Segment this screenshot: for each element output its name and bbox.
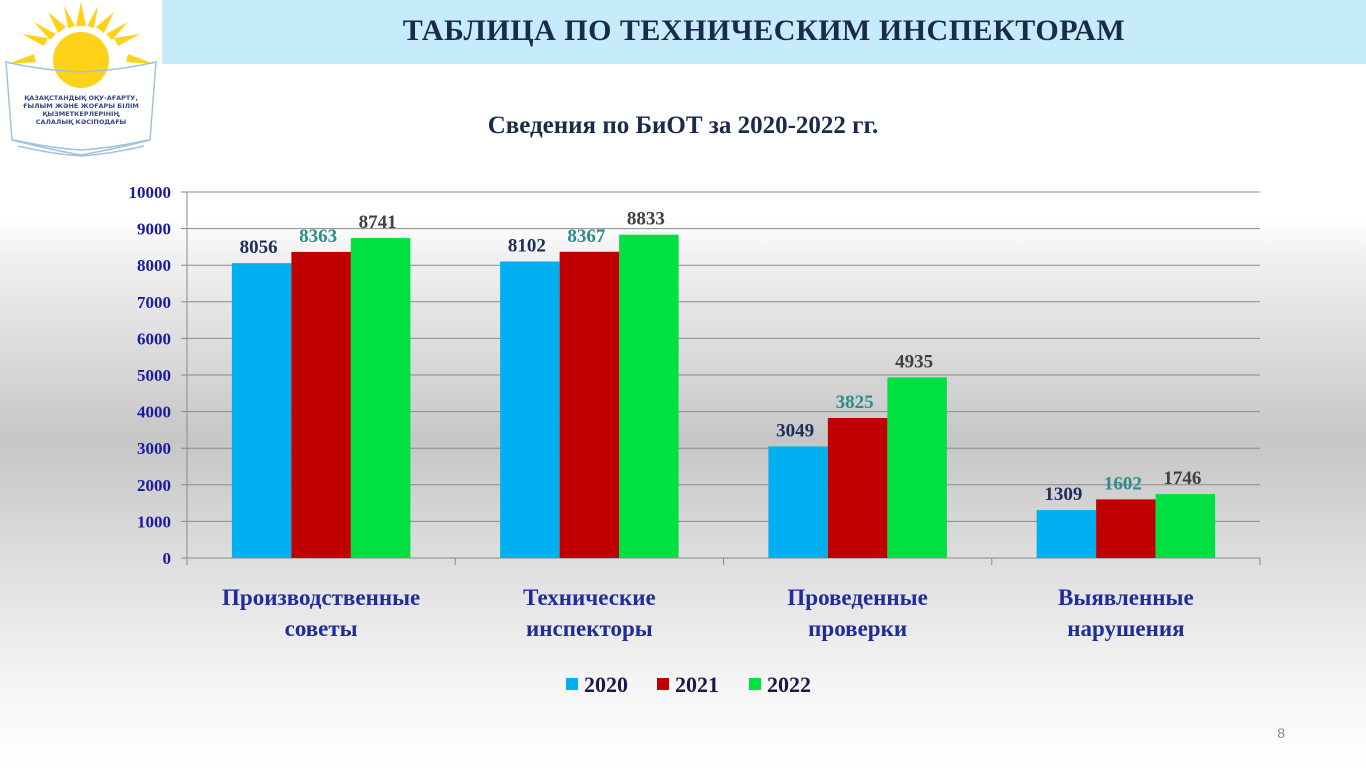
bar-2020 <box>231 263 292 558</box>
y-tick-label: 6000 <box>137 329 171 348</box>
data-label: 8363 <box>299 226 337 247</box>
logo-line-2: ҒЫЛЫМ ЖӘНЕ ЖОҒАРЫ БІЛІМ <box>23 102 139 110</box>
category-label: Технические <box>523 585 656 610</box>
legend-swatch-2022 <box>749 678 761 690</box>
bar-2021 <box>1096 499 1156 558</box>
bar-2021 <box>291 251 351 559</box>
bar-2022 <box>350 238 411 558</box>
data-label: 1309 <box>1044 484 1082 505</box>
data-label: 4935 <box>895 351 933 372</box>
data-label: 8367 <box>567 226 606 247</box>
bar-2021 <box>827 418 888 558</box>
bar-2020 <box>1036 510 1097 558</box>
data-label: 8056 <box>240 237 278 258</box>
data-label: 8833 <box>627 209 665 230</box>
data-label: 1746 <box>1163 468 1201 489</box>
sun-icon <box>8 2 154 88</box>
category-label: инспекторы <box>526 616 653 641</box>
union-logo: ҚАЗАҚСТАНДЫҚ ОҚУ-АҒАРТУ, ҒЫЛЫМ ЖӘНЕ ЖОҒА… <box>5 2 157 157</box>
category-label: Выявленные <box>1058 585 1194 610</box>
legend-label: 2022 <box>767 672 811 697</box>
category-label: проверки <box>808 616 907 641</box>
data-label: 3049 <box>776 420 814 441</box>
category-label: Проведенные <box>787 585 927 610</box>
category-label: Производственные <box>222 585 420 610</box>
logo-line-3: ҚЫЗМЕТКЕРЛЕРІНІҢ <box>42 110 120 118</box>
title-band <box>162 0 1366 64</box>
y-tick-label: 9000 <box>137 220 171 239</box>
category-label: нарушения <box>1067 616 1184 641</box>
bar-2022 <box>887 377 947 558</box>
data-label: 8741 <box>359 212 397 233</box>
book-icon <box>5 61 157 157</box>
category-label: советы <box>285 616 358 641</box>
chart-title: Сведения по БиОТ за 2020-2022 гг. <box>487 112 879 139</box>
y-tick-label: 4000 <box>137 403 171 422</box>
legend-swatch-2021 <box>657 678 669 690</box>
logo-line-4: САЛАЛЫҚ КӘСІПОДАҒЫ <box>36 118 127 126</box>
data-label: 8102 <box>508 235 546 256</box>
legend-label: 2021 <box>675 672 719 697</box>
bar-2022 <box>619 234 679 558</box>
y-tick-label: 10000 <box>129 183 172 202</box>
y-tick-label: 0 <box>163 549 172 568</box>
page-number: 8 <box>1277 725 1285 741</box>
bar-2020 <box>768 446 828 558</box>
logo-line-1: ҚАЗАҚСТАНДЫҚ ОҚУ-АҒАРТУ, <box>24 94 138 102</box>
y-tick-label: 3000 <box>137 439 171 458</box>
bar-2020 <box>500 261 560 558</box>
y-tick-label: 7000 <box>137 293 171 312</box>
y-tick-label: 5000 <box>137 366 171 385</box>
y-tick-label: 1000 <box>137 512 171 531</box>
y-tick-label: 8000 <box>137 256 171 275</box>
bar-2022 <box>1155 494 1216 558</box>
legend-label: 2020 <box>584 672 628 697</box>
bar-2021 <box>559 251 620 558</box>
data-label: 3825 <box>836 392 874 413</box>
legend-swatch-2020 <box>566 678 578 690</box>
page-title: ТАБЛИЦА ПО ТЕХНИЧЕСКИМ ИНСПЕКТОРАМ <box>402 14 1126 47</box>
data-label: 1602 <box>1104 473 1142 494</box>
y-tick-label: 2000 <box>137 476 171 495</box>
